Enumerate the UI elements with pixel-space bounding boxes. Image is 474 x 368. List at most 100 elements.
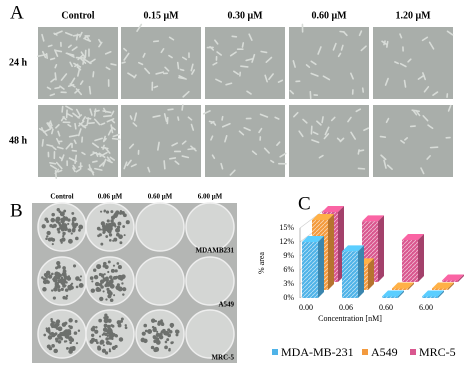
well (135, 256, 185, 306)
colony (155, 332, 160, 337)
well (135, 202, 185, 252)
colony (48, 346, 53, 351)
column-header: Control (50, 193, 73, 201)
colony (103, 316, 107, 320)
colony (115, 227, 121, 233)
colony (69, 325, 73, 330)
cell (190, 63, 194, 72)
cell (102, 110, 112, 114)
cell (330, 116, 336, 122)
colony (60, 337, 64, 341)
bar-side (458, 274, 464, 282)
colony (90, 333, 95, 337)
colony (106, 219, 110, 223)
micrograph (289, 27, 369, 99)
colony (117, 265, 122, 270)
cell (75, 169, 81, 173)
colony (67, 275, 71, 278)
colony (115, 285, 121, 291)
colony (70, 232, 73, 235)
bar-hatch (392, 288, 408, 290)
colony (49, 332, 52, 336)
colony (99, 279, 105, 284)
colony (105, 223, 108, 226)
colony (53, 321, 56, 324)
cell (427, 124, 434, 130)
cell (238, 130, 245, 136)
colony (94, 338, 98, 343)
cell (311, 139, 320, 144)
cell (264, 74, 268, 83)
cell (87, 121, 95, 125)
cell (72, 34, 81, 37)
cell (88, 164, 91, 170)
colony (104, 351, 109, 355)
colony (71, 219, 74, 222)
column-header: 1.20 μM (395, 10, 431, 21)
cell (417, 74, 425, 80)
colony (98, 282, 103, 287)
cell (133, 112, 138, 122)
cell (111, 137, 121, 141)
bar-hatch (422, 296, 438, 298)
cell (355, 108, 362, 113)
colony (50, 318, 53, 321)
cell (41, 139, 44, 147)
cell (386, 164, 393, 171)
bar-top (392, 282, 414, 289)
colony (65, 294, 69, 298)
colony (42, 279, 48, 285)
cell (224, 134, 228, 143)
cell (221, 115, 224, 121)
cell (127, 72, 136, 79)
bar-side (398, 290, 404, 298)
cell (88, 58, 96, 64)
colony (167, 328, 171, 332)
cell (403, 79, 407, 88)
cell (111, 119, 116, 124)
colony (57, 221, 61, 225)
colony (53, 287, 58, 292)
colony (121, 282, 124, 285)
colony (45, 327, 48, 330)
colony (107, 318, 112, 323)
colony (107, 325, 110, 329)
cell (60, 73, 68, 81)
cell (67, 123, 72, 128)
cell (169, 157, 177, 160)
column-header: 0.60 μM (311, 10, 347, 21)
cell (229, 51, 237, 57)
colony (47, 237, 52, 242)
cell (187, 116, 193, 121)
colony (170, 341, 174, 345)
colony (77, 329, 81, 332)
colony (56, 264, 61, 269)
cell (75, 108, 82, 117)
cell (160, 48, 165, 54)
cell (49, 57, 56, 61)
cell (174, 160, 180, 165)
cell (106, 159, 113, 164)
cell (428, 41, 435, 50)
colony (50, 331, 54, 336)
cell (46, 122, 52, 129)
legend-label: A549 (371, 345, 398, 359)
cell (50, 128, 54, 135)
cell (78, 31, 83, 38)
cell (71, 46, 78, 52)
colony (64, 296, 68, 300)
cell (240, 65, 249, 68)
cell (55, 161, 63, 170)
colony (108, 336, 112, 340)
colony (78, 278, 82, 282)
cell (323, 133, 330, 140)
cell (225, 82, 233, 86)
cell (91, 160, 98, 163)
cell (92, 71, 95, 78)
y-axis-title: % area (257, 252, 266, 274)
colony (99, 296, 104, 302)
cell (73, 139, 77, 145)
colony (103, 209, 107, 212)
colony (98, 335, 102, 338)
cell (49, 121, 53, 127)
